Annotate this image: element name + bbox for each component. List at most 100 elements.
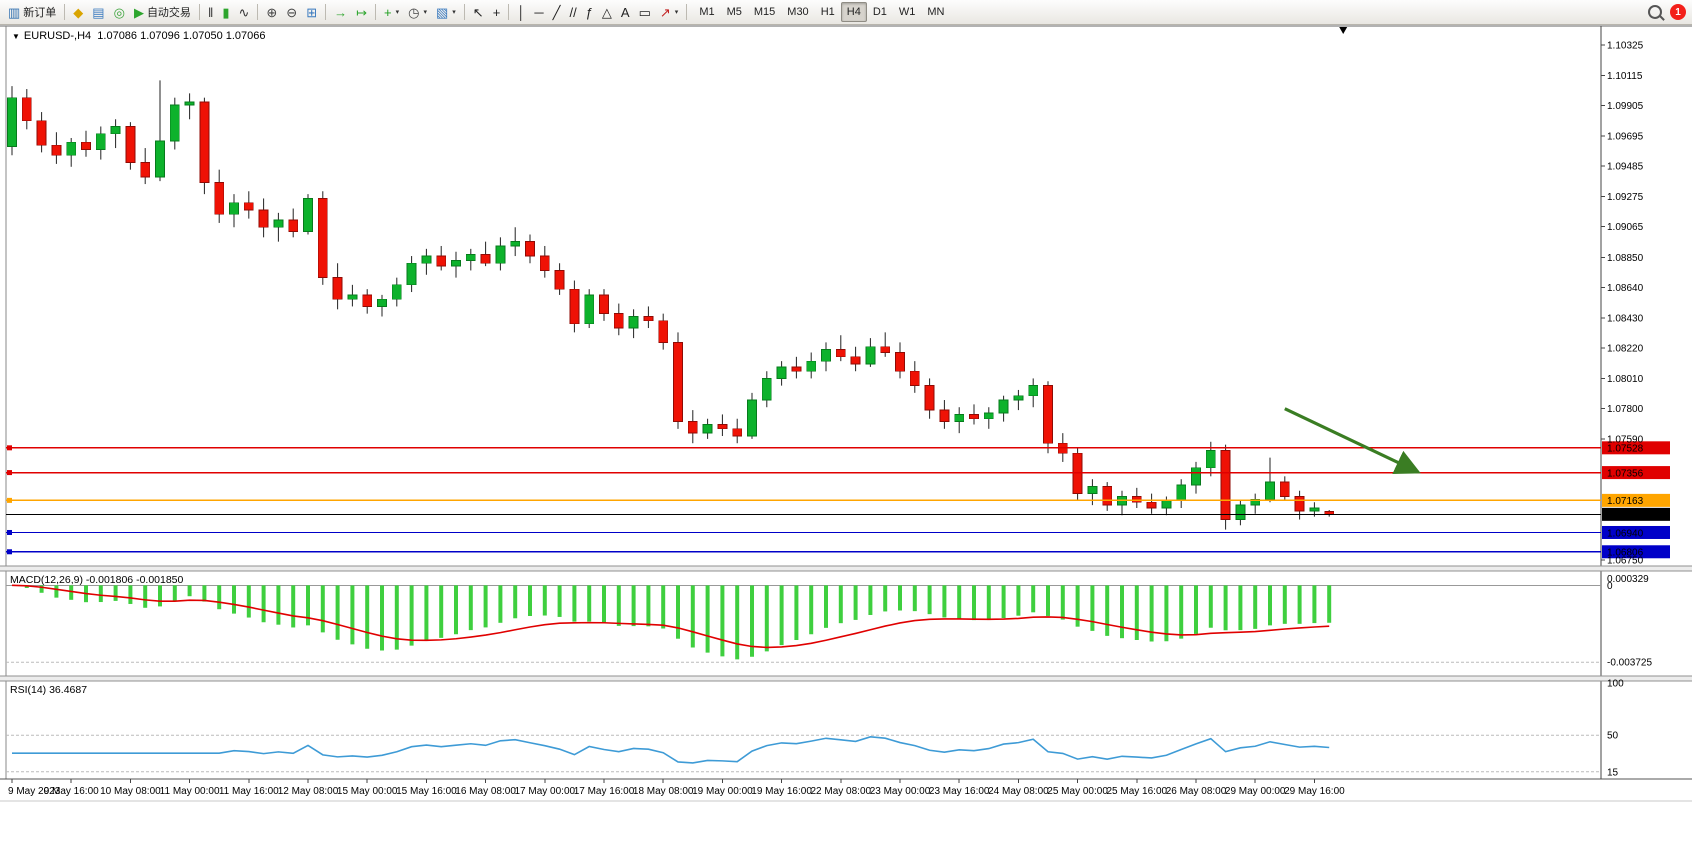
timeframe-m1-button[interactable]: M1 <box>699 6 715 18</box>
zoom-in-button[interactable]: ⊕ <box>262 1 281 23</box>
text-button[interactable]: A <box>617 1 634 23</box>
time-tick-label: 9 May 2023 <box>8 786 61 797</box>
horizontal-line-button[interactable]: ─ <box>530 1 547 23</box>
price-tick-label: 1.09695 <box>1607 131 1644 142</box>
auto-trading-button-label: 自动交易 <box>146 7 191 19</box>
market-watch-button[interactable]: ◆ <box>69 1 87 23</box>
new-order-icon: ▥ <box>8 4 21 20</box>
zoom-out-button[interactable]: ⊖ <box>282 1 301 23</box>
shapes-button[interactable]: △ <box>598 1 616 23</box>
vertical-line-button[interactable]: │ <box>513 1 529 23</box>
price-tick-label: 1.07590 <box>1607 434 1644 445</box>
trendline-button[interactable]: ╱ <box>549 1 565 23</box>
pivot-line-badge-label: 1.07163 <box>1607 496 1644 507</box>
timeframe-h4-button[interactable]: H4 <box>840 2 867 22</box>
timeframe-d1-button[interactable]: D1 <box>872 6 887 18</box>
support-line-1-handle[interactable] <box>7 529 12 535</box>
new-order-button-label: 新订单 <box>23 7 57 19</box>
zoom-in-icon: ⊕ <box>266 4 278 20</box>
new-order-button[interactable]: ▥ 新订单 <box>4 1 60 23</box>
price-tick-label: 1.06750 <box>1607 555 1644 566</box>
resistance-line-2-badge-label: 1.07356 <box>1607 468 1644 479</box>
timeframe-m15-button[interactable]: M15 <box>753 6 776 18</box>
periods-button[interactable]: ◷ ▾ <box>404 1 431 23</box>
chart-menu-icon[interactable]: ▼ <box>12 32 20 41</box>
text-label-icon: ▭ <box>638 4 651 20</box>
toolbar-separator <box>325 4 327 20</box>
price-tick-label: 1.09275 <box>1607 192 1644 203</box>
crosshair-icon: + <box>492 4 501 20</box>
time-tick-label: 23 May 16:00 <box>929 786 990 797</box>
fibonacci-button[interactable]: ƒ <box>582 1 597 23</box>
chevron-down-icon: ▾ <box>452 9 456 16</box>
timeframe-m5-button[interactable]: M5 <box>726 6 742 18</box>
indicators-button[interactable]: + ▾ <box>380 1 403 23</box>
chevron-down-icon: ▾ <box>395 9 400 16</box>
notification-badge[interactable]: 1 <box>1670 4 1686 20</box>
templates-button[interactable]: ▧ ▾ <box>432 1 460 23</box>
pivot-line-handle[interactable] <box>7 497 12 503</box>
market-watch-icon: ◆ <box>73 4 84 20</box>
auto-trading-button[interactable]: ▶ 自动交易 <box>130 1 195 23</box>
time-tick-label: 19 May 16:00 <box>751 786 812 797</box>
hline-icon: ─ <box>534 4 544 20</box>
price-tick-label: 1.08010 <box>1607 374 1644 385</box>
toolbar-separator <box>508 4 510 20</box>
time-tick-label: 11 May 00:00 <box>160 786 220 797</box>
resistance-line-2-handle[interactable] <box>7 470 12 476</box>
time-tick-label: 26 May 08:00 <box>1166 786 1227 797</box>
search-icon[interactable] <box>1648 5 1662 19</box>
time-tick-label: 19 May 00:00 <box>692 786 753 797</box>
chart-title: ▼ EURUSD-,H4 1.07086 1.07096 1.07050 1.07… <box>12 30 266 42</box>
time-tick-label: 22 May 08:00 <box>810 786 871 797</box>
rsi-axis-label: 15 <box>1607 767 1619 778</box>
price-tick-label: 1.09905 <box>1607 101 1644 112</box>
resistance-line-1-badge-label: 1.07528 <box>1607 444 1644 455</box>
line-chart-button[interactable]: ∿ <box>234 1 253 23</box>
rsi-axis-label: 100 <box>1607 679 1624 690</box>
time-tick-label: 17 May 00:00 <box>514 786 575 797</box>
time-tick-label: 11 May 16:00 <box>219 786 279 797</box>
fibonacci-icon: ƒ <box>585 4 593 20</box>
toolbar-button-group: ▥ 新订单 ◆ ▤ ◎ ▶ 自动交易 ‖ ▮ ∿ ⊕ ⊖ ⊞ → ↦ + ▾ ◷ ▾ ▧ ▾ ↖ + │ ─ ╱// ƒ △ A ▭ ↗ ▾ <box>4 1 690 23</box>
resistance-line-1-handle[interactable] <box>7 445 12 451</box>
crosshair-button[interactable]: + <box>489 1 505 23</box>
time-tick-label: 29 May 00:00 <box>1225 786 1286 797</box>
toolbar-separator <box>64 4 66 20</box>
vline-icon: │ <box>517 4 526 20</box>
tile-windows-button[interactable]: ⊞ <box>302 1 321 23</box>
text-label-button[interactable]: ▭ <box>635 1 655 23</box>
support-line-2-badge <box>1602 545 1670 559</box>
time-tick-label: 29 May 16:00 <box>1284 786 1345 797</box>
chart-shift-button[interactable]: ↦ <box>352 1 371 23</box>
arrows-button[interactable]: ↗ ▾ <box>656 1 682 23</box>
price-tick-label: 1.08640 <box>1607 283 1644 294</box>
toolbar-right-cluster: 1 <box>1648 4 1688 20</box>
price-levels: 1.07528 1.07356 1.07163 1.07066 1.06940 1.068… <box>6 441 1670 559</box>
time-tick-label: 24 May 08:00 <box>988 786 1049 797</box>
timeframe-w1-button[interactable]: W1 <box>898 6 916 18</box>
candlestick-icon: ▮ <box>222 4 230 20</box>
candlestick-chart-button[interactable]: ▮ <box>218 1 233 23</box>
trend-arrow-annotation[interactable] <box>1284 407 1421 474</box>
support-line-2-handle[interactable] <box>7 549 12 555</box>
auto-scroll-icon: → <box>334 4 348 20</box>
cursor-button[interactable]: ↖ <box>469 1 488 23</box>
price-tick-label: 1.08430 <box>1607 313 1644 324</box>
time-tick-label: 9 May 16:00 <box>44 786 99 797</box>
data-window-button[interactable]: ▤ <box>88 1 108 23</box>
timeframe-m30-button[interactable]: M30 <box>787 6 809 18</box>
timeframe-mn-button[interactable]: MN <box>927 6 945 18</box>
timeframe-h1-button[interactable]: H1 <box>820 6 835 18</box>
chart-shift-icon: ↦ <box>356 4 367 20</box>
price-tick-label: 1.10115 <box>1607 71 1643 82</box>
equidistant-channel-button[interactable]: // <box>565 1 580 23</box>
navigator-button[interactable]: ◎ <box>110 1 129 23</box>
bar-chart-button[interactable]: ‖ <box>204 1 217 23</box>
navigator-icon: ◎ <box>113 4 125 20</box>
main-toolbar: ▥ 新订单 ◆ ▤ ◎ ▶ 自动交易 ‖ ▮ ∿ ⊕ ⊖ ⊞ → ↦ + ▾ ◷ ▾ ▧ ▾ ↖ + │ ─ ╱//ƒ △ A ▭ ↗ ▾ … <box>0 0 1692 25</box>
auto-scroll-button[interactable]: → <box>330 1 351 23</box>
chart-shift-marker[interactable] <box>1339 27 1348 34</box>
